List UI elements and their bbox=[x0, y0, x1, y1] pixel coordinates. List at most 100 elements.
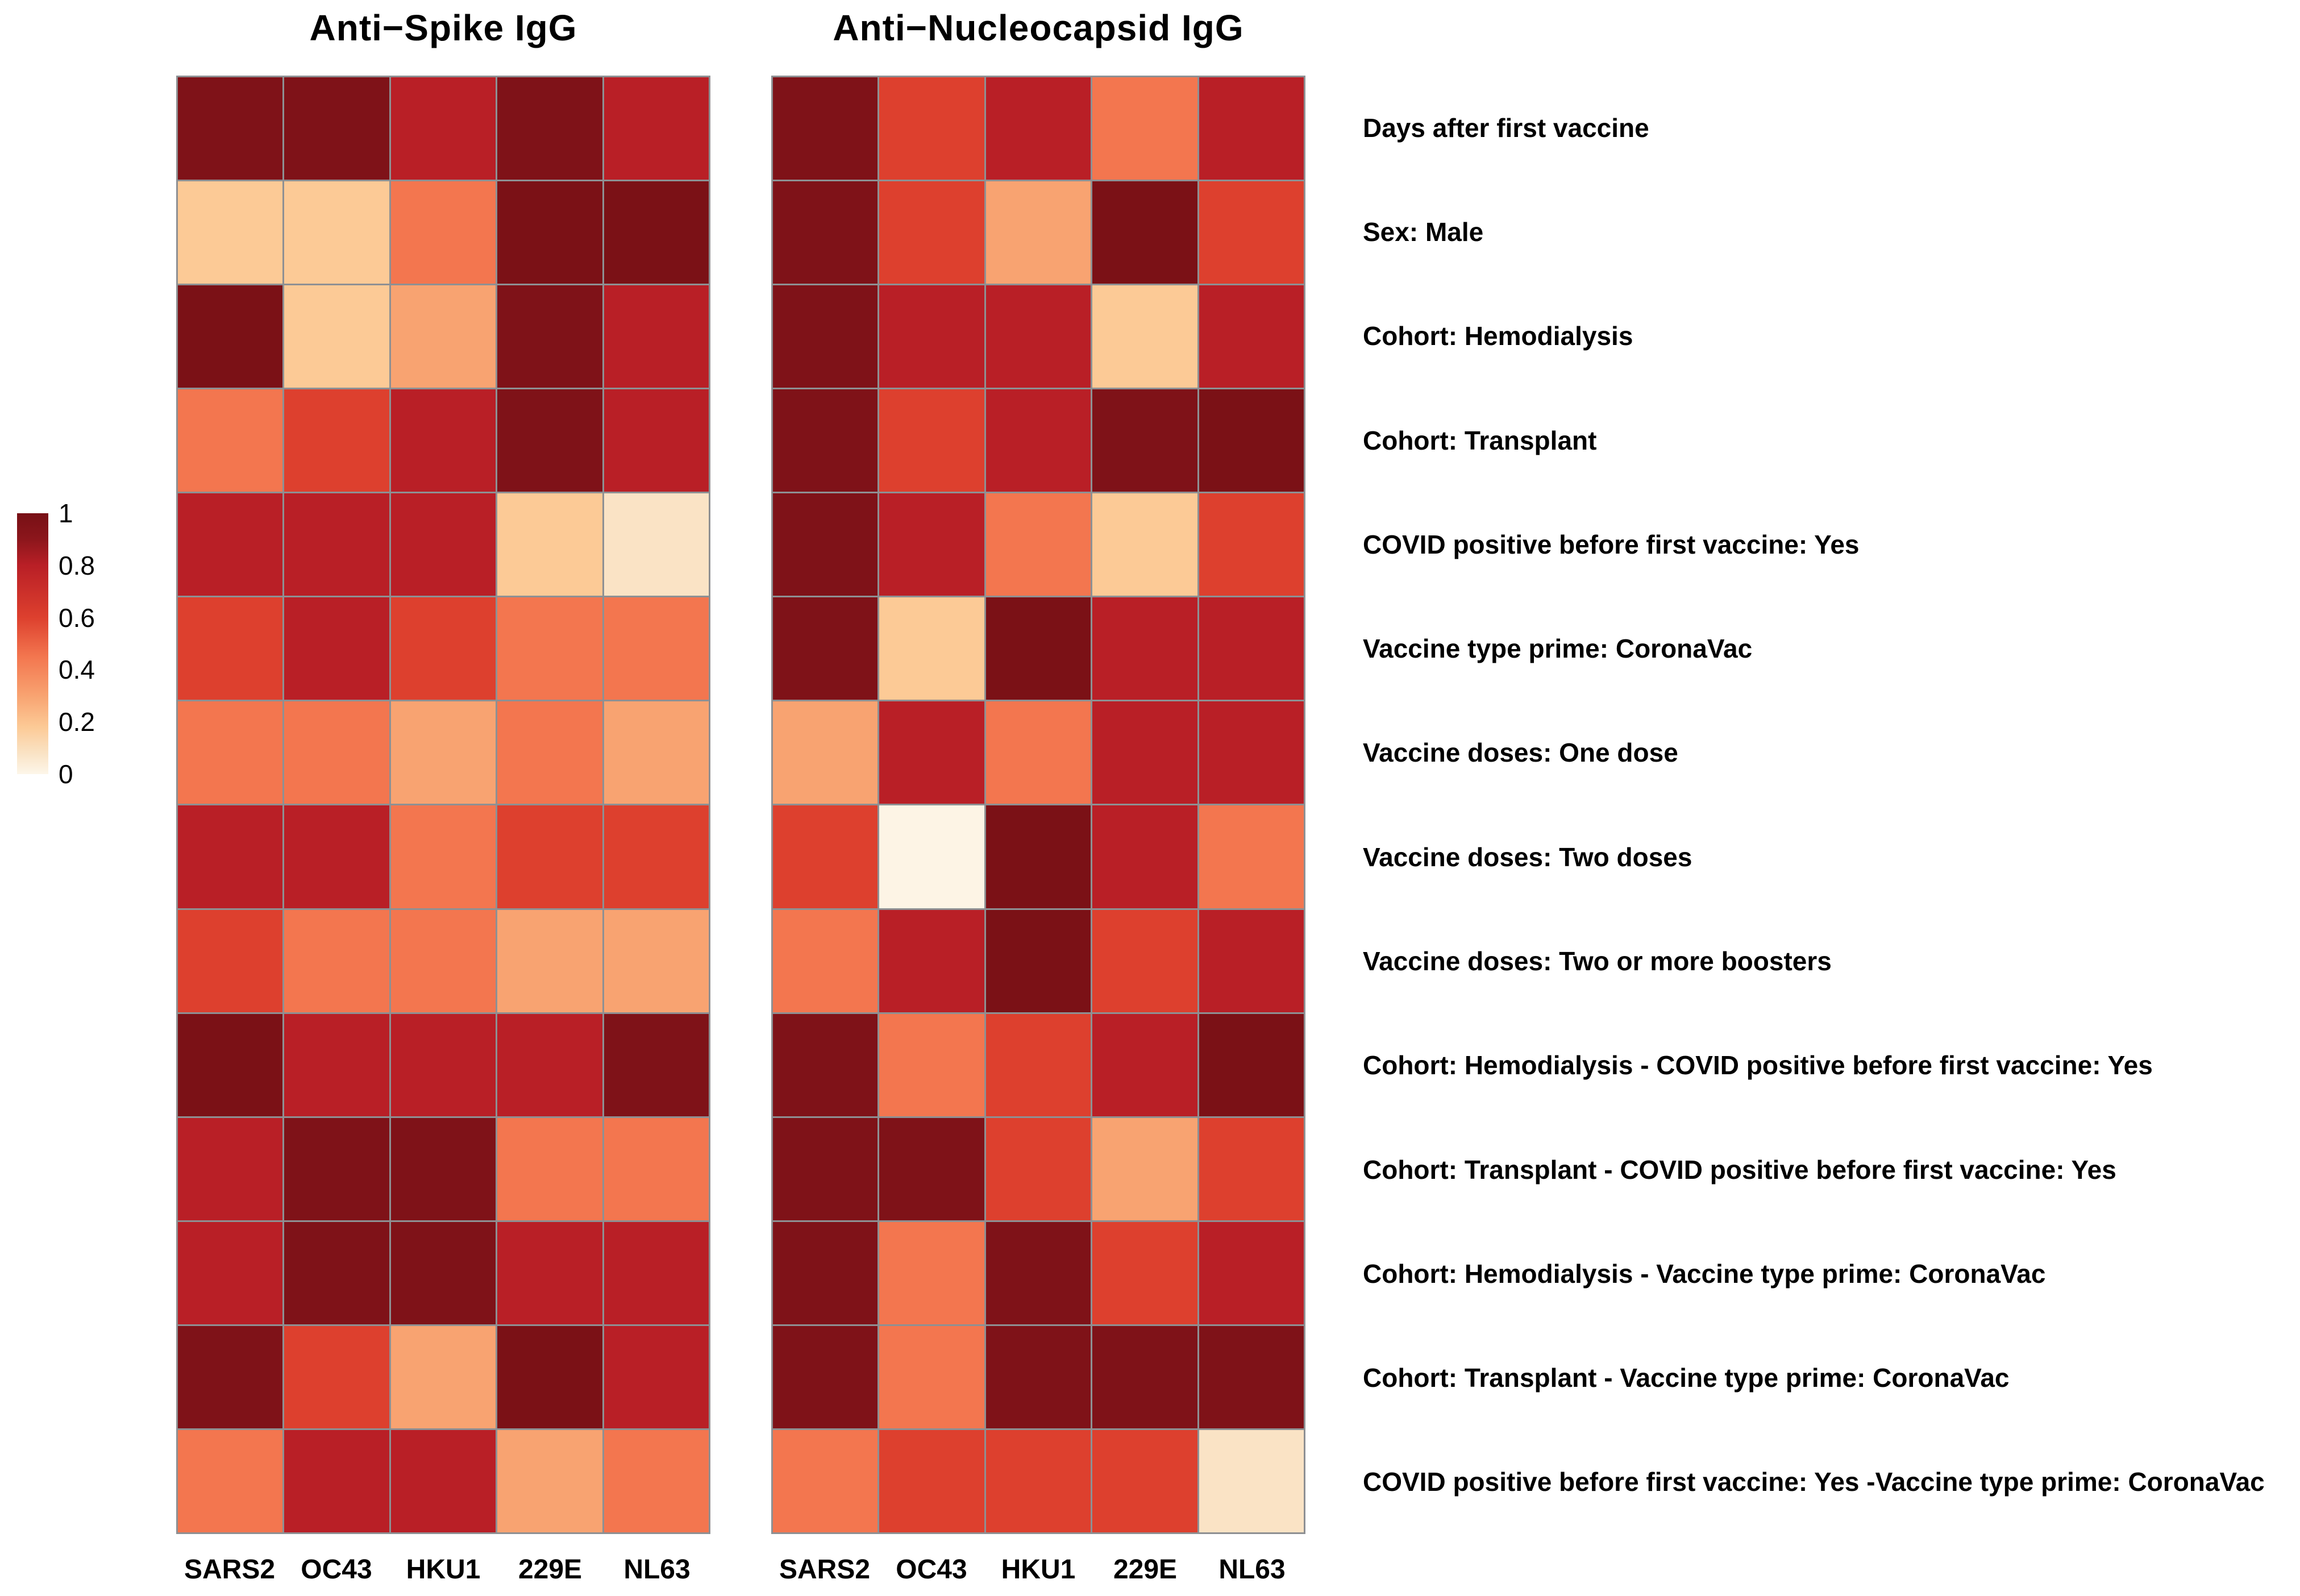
heatmap-cell bbox=[879, 493, 984, 596]
heatmap-cell bbox=[1092, 1013, 1197, 1116]
heatmap-cell bbox=[773, 285, 878, 388]
heatmap-cell bbox=[390, 1117, 496, 1220]
heatmap-cell bbox=[879, 909, 984, 1012]
x-axis-labels-anti-spike: SARS2 OC43 HKU1 229E NL63 bbox=[176, 1554, 710, 1585]
heatmap-cell bbox=[178, 1117, 283, 1220]
heatmap-cell bbox=[178, 909, 283, 1012]
heatmap-cell bbox=[773, 1221, 878, 1324]
heatmap-cell bbox=[985, 1325, 1091, 1428]
heatmap-cell bbox=[1199, 1325, 1304, 1428]
x-axis-label: NL63 bbox=[623, 1555, 691, 1585]
row-label: Sex: Male bbox=[1363, 217, 1484, 247]
heatmap-cell bbox=[985, 1117, 1091, 1220]
heatmap-cell bbox=[604, 1325, 709, 1428]
color-legend-tick-label: 0.8 bbox=[59, 550, 95, 580]
heatmap-cell bbox=[497, 77, 602, 180]
heatmap-cell bbox=[1092, 493, 1197, 596]
row-label: Vaccine doses: Two or more boosters bbox=[1363, 946, 1832, 976]
x-axis-label: HKU1 bbox=[406, 1555, 481, 1585]
heatmap-cell bbox=[1199, 1117, 1304, 1220]
heatmap-cell bbox=[497, 1117, 602, 1220]
heatmap-grid-anti-nucleocapsid bbox=[771, 76, 1305, 1534]
heatmap-cell bbox=[879, 1117, 984, 1220]
heatmap-cell bbox=[497, 1221, 602, 1324]
heatmap-cell bbox=[284, 1013, 389, 1116]
heatmap-cell bbox=[1199, 1221, 1304, 1324]
heatmap-cell bbox=[284, 181, 389, 284]
row-label: Days after first vaccine bbox=[1363, 113, 1649, 143]
heatmap-cell bbox=[284, 805, 389, 908]
heatmap-cell bbox=[985, 285, 1091, 388]
heatmap-cell bbox=[178, 493, 283, 596]
heatmap-cell bbox=[390, 181, 496, 284]
heatmap-cell bbox=[1092, 597, 1197, 700]
heatmap-cell bbox=[284, 597, 389, 700]
row-label: Vaccine doses: One dose bbox=[1363, 738, 1678, 768]
heatmap-cell bbox=[604, 1013, 709, 1116]
heatmap-cell bbox=[497, 701, 602, 804]
heatmap-cell bbox=[284, 1429, 389, 1532]
color-legend-tick-label: 1 bbox=[59, 498, 73, 528]
heatmap-cell bbox=[604, 389, 709, 492]
heatmap-cell bbox=[1092, 909, 1197, 1012]
heatmap-cell bbox=[1199, 1013, 1304, 1116]
color-legend-tick-label: 0 bbox=[59, 759, 73, 789]
row-label: Cohort: Hemodialysis bbox=[1363, 321, 1633, 351]
heatmap-cell bbox=[178, 805, 283, 908]
heatmap-cell bbox=[604, 77, 709, 180]
heatmap-cell bbox=[879, 77, 984, 180]
heatmap-cell bbox=[985, 597, 1091, 700]
heatmap-cell bbox=[773, 805, 878, 908]
heatmap-cell bbox=[879, 1013, 984, 1116]
heatmap-cell bbox=[178, 77, 283, 180]
heatmap-cell bbox=[773, 1013, 878, 1116]
heatmap-cell bbox=[1092, 181, 1197, 284]
heatmap-cell bbox=[1199, 181, 1304, 284]
heatmap-cell bbox=[1199, 389, 1304, 492]
heatmap-cell bbox=[390, 597, 496, 700]
heatmap-cell bbox=[1092, 701, 1197, 804]
heatmap-cell bbox=[1092, 1221, 1197, 1324]
heatmap-cell bbox=[879, 701, 984, 804]
heatmap-cell bbox=[497, 285, 602, 388]
heatmap-cell bbox=[497, 1013, 602, 1116]
heatmap-cell bbox=[1199, 701, 1304, 804]
heatmap-cell bbox=[178, 389, 283, 492]
heatmap-cell bbox=[879, 805, 984, 908]
heatmap-cell bbox=[1092, 805, 1197, 908]
heatmap-cell bbox=[178, 1325, 283, 1428]
heatmap-cell bbox=[773, 1429, 878, 1532]
heatmap-cell bbox=[604, 1117, 709, 1220]
heatmap-cell bbox=[284, 389, 389, 492]
x-axis-label: OC43 bbox=[301, 1555, 372, 1585]
heatmap-cell bbox=[497, 389, 602, 492]
x-axis-label: 229E bbox=[518, 1555, 583, 1585]
heatmap-cell bbox=[390, 389, 496, 492]
heatmap-cell bbox=[604, 701, 709, 804]
heatmap-cell bbox=[284, 1325, 389, 1428]
x-axis-label: SARS2 bbox=[184, 1555, 276, 1585]
heatmap-cell bbox=[1092, 1117, 1197, 1220]
x-axis-label: OC43 bbox=[896, 1555, 967, 1585]
heatmap-cell bbox=[1092, 77, 1197, 180]
heatmap-cell bbox=[773, 77, 878, 180]
heatmap-cell bbox=[497, 493, 602, 596]
heatmap-cell bbox=[604, 1221, 709, 1324]
heatmap-cell bbox=[284, 493, 389, 596]
x-axis-label: SARS2 bbox=[779, 1555, 871, 1585]
heatmap-cell bbox=[497, 1429, 602, 1532]
heatmap-cell bbox=[879, 597, 984, 700]
heatmap-cell bbox=[1092, 1429, 1197, 1532]
heatmap-cell bbox=[1199, 285, 1304, 388]
heatmap-cell bbox=[390, 77, 496, 180]
row-label: Cohort: Transplant bbox=[1363, 425, 1597, 455]
heatmap-cell bbox=[985, 181, 1091, 284]
heatmap-cell bbox=[1092, 285, 1197, 388]
x-axis-label: HKU1 bbox=[1001, 1555, 1076, 1585]
heatmap-cell bbox=[985, 701, 1091, 804]
heatmap-cell bbox=[390, 1325, 496, 1428]
heatmap-cell bbox=[985, 1013, 1091, 1116]
heatmap-cell bbox=[773, 597, 878, 700]
heatmap-cell bbox=[497, 805, 602, 908]
heatmap-cell bbox=[773, 181, 878, 284]
